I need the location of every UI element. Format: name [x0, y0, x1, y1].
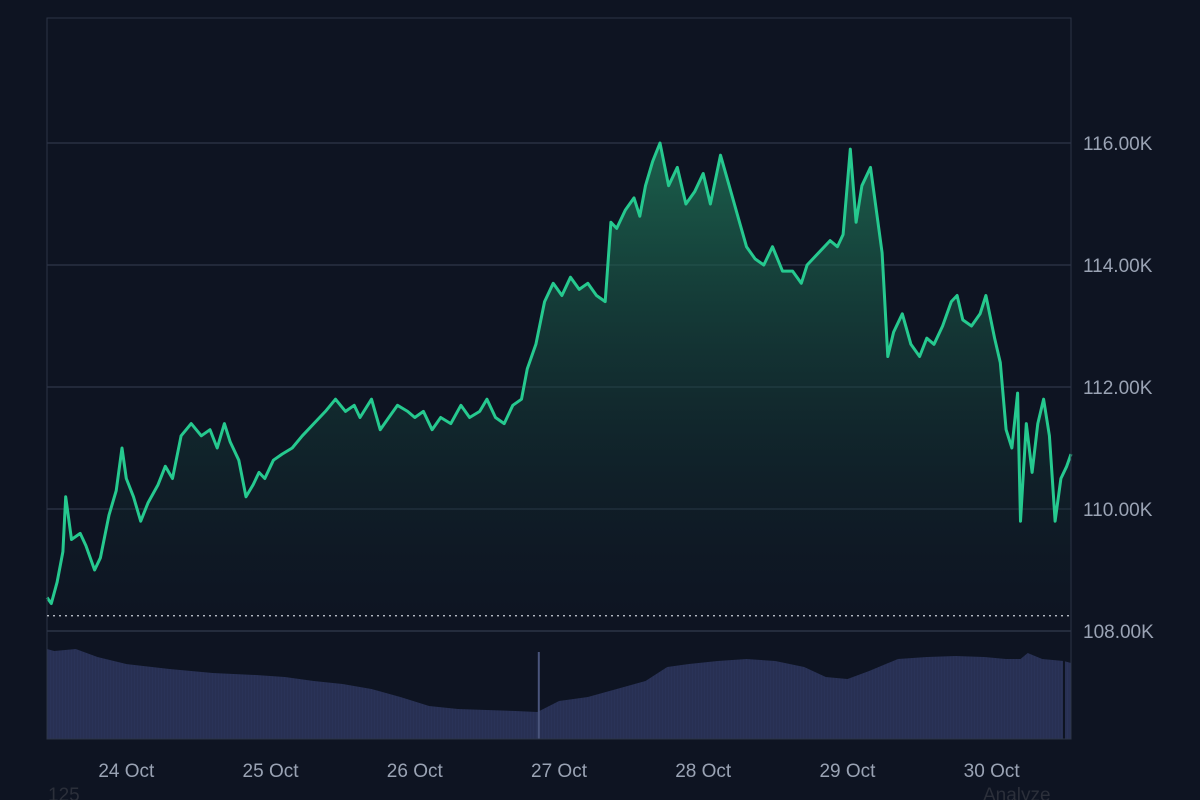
- y-tick-label: 114.00K: [1083, 256, 1153, 277]
- x-tick-label: 28 Oct: [675, 761, 732, 782]
- y-tick-label: 112.00K: [1083, 378, 1153, 399]
- price-area: [47, 143, 1071, 631]
- chart-frame: [46, 17, 1072, 740]
- x-tick-label: 27 Oct: [531, 761, 588, 782]
- y-tick-label: 116.00K: [1083, 134, 1153, 155]
- axis-layer: [46, 17, 1072, 740]
- x-tick-label: 26 Oct: [387, 761, 444, 782]
- y-tick-label: 110.00K: [1083, 500, 1153, 521]
- x-tick-label: 30 Oct: [964, 761, 1021, 782]
- footer-left-text: 125: [48, 785, 80, 800]
- y-tick-label: 108.00K: [1083, 622, 1154, 643]
- x-tick-label: 29 Oct: [819, 761, 876, 782]
- volume-layer: [47, 635, 1071, 739]
- x-tick-label: 25 Oct: [243, 761, 300, 782]
- price-line: [45, 141, 1073, 605]
- footer-right-text: Analyze: [983, 785, 1051, 800]
- area-layer: [45, 141, 1073, 631]
- volume-area: [47, 649, 1071, 739]
- label-layer: 116.00K 114.00K 112.00K 110.00K 108.00K 24 Oc…: [98, 134, 1154, 782]
- x-tick-label: 24 Oct: [98, 761, 155, 782]
